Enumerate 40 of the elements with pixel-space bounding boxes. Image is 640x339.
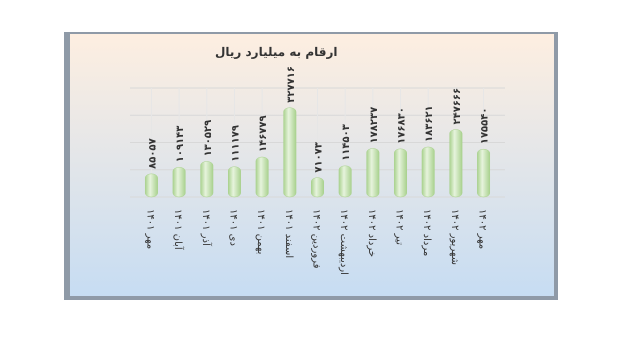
x-tick-label: مهر ۱۴۰۱ (144, 209, 156, 250)
bar (228, 166, 241, 198)
bar (338, 166, 352, 198)
bar (256, 156, 269, 198)
data-label: ۱۳۰۵۲۹ (202, 120, 214, 156)
x-tick-label: مرداد ۱۴۰۲ (421, 209, 432, 256)
data-label: ۲۴۷۶۶۶ (452, 88, 463, 125)
data-label: ۱۰۹۱۴۳ (175, 126, 186, 162)
data-label: ۱۱۴۵۰۳ (341, 124, 352, 161)
x-tick-label: آذر ۱۴۰۱ (200, 209, 213, 247)
data-label: ۸۵۰۵۷ (147, 138, 158, 169)
x-tick-label: اسفند ۱۴۰۱ (282, 209, 294, 258)
data-label: ۳۲۷۷۱۶ (286, 66, 297, 103)
bar (366, 148, 380, 198)
bar (172, 167, 186, 198)
bar (144, 174, 158, 198)
x-tick-label: شهریور ۱۴۰۲ (448, 209, 460, 265)
x-tick-label: خرداد ۱۴۰۲ (366, 209, 377, 258)
data-label: ۱۷۸۲۳۷ (368, 106, 380, 144)
data-label: ۱۱۱۱۷۹ (230, 125, 242, 162)
x-tick-label: آبان ۱۴۰۱ (172, 209, 186, 251)
x-tick-label: اردیبهشت ۱۴۰۲ (338, 209, 350, 275)
bar (200, 161, 214, 198)
data-label: ۱۷۶۸۳۰ (396, 107, 408, 144)
x-tick-label: مهر ۱۴۰۲ (476, 209, 488, 250)
bar (422, 146, 435, 198)
x-tick-label: دی ۱۴۰۱ (227, 209, 238, 246)
x-tick-label: تیر ۱۴۰۲ (394, 209, 405, 246)
chart-title: ارقام به میلیارد ریال (215, 45, 338, 59)
bar (283, 107, 296, 198)
data-label: ۱۷۵۵۴۰ (480, 108, 491, 144)
x-tick-label: بهمن ۱۴۰۱ (255, 209, 266, 254)
bar (477, 148, 490, 198)
bar (394, 148, 408, 198)
data-label: ۱۴۶۷۷۹ (258, 115, 270, 152)
data-label: ۷۱۰۷۳ (314, 142, 324, 173)
bar (311, 177, 324, 198)
bar (449, 129, 462, 198)
x-tick-label: فروردین ۱۴۰۲ (310, 209, 322, 269)
data-label: ۱۸۳۶۲۱ (424, 105, 436, 142)
